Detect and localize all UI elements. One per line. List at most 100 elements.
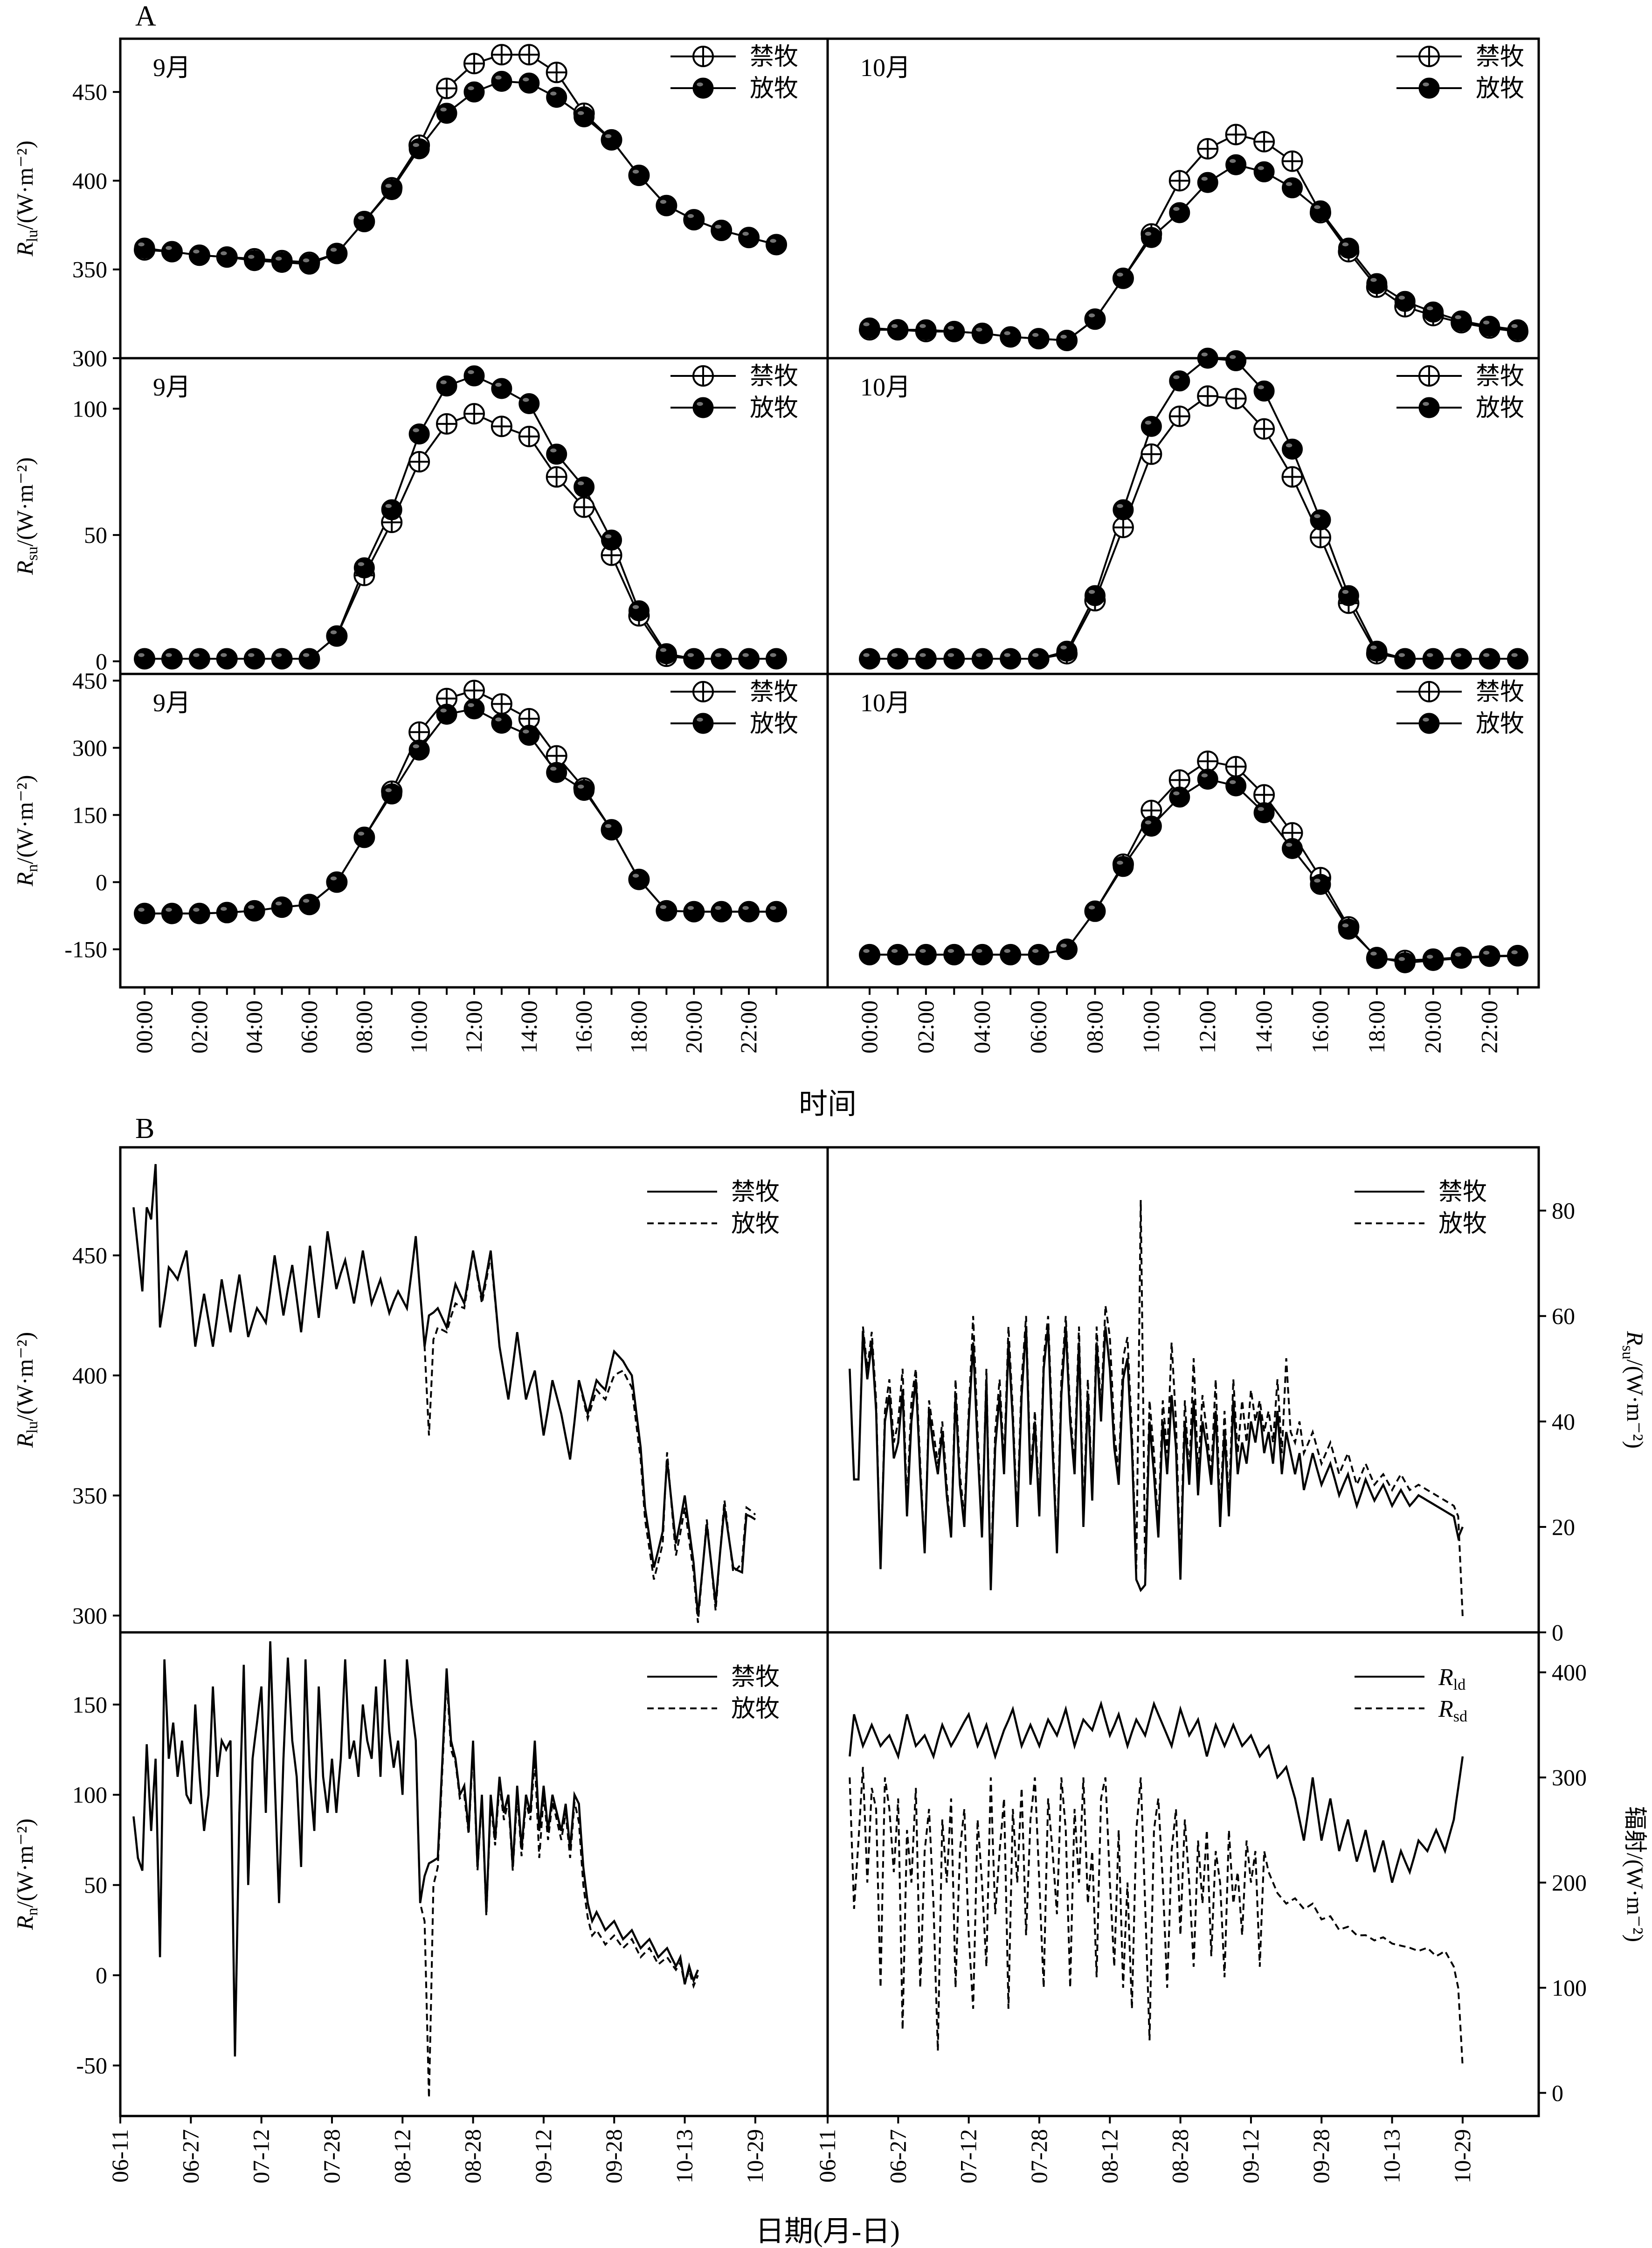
data-point-A-Rlu-Oct-1-6-highlight — [1032, 333, 1039, 337]
data-point-A-Rn-Sep-1-0 — [134, 903, 155, 924]
data-point-A-Rn-Sep-1-3 — [216, 902, 238, 923]
y-axis-label-B-radiation: 辐射/(W·m⁻²) — [1622, 1806, 1648, 1942]
data-point-A-Rn-Sep-1-22-highlight — [742, 906, 749, 910]
data-point-A-Rn-Sep-1-15 — [546, 762, 567, 783]
data-point-A-Rn-Oct-1-20-highlight — [1427, 955, 1433, 959]
data-point-A-Rn-Sep-1-22 — [738, 901, 760, 923]
series-line-B-radiation-0 — [849, 1700, 1464, 1883]
data-point-A-Rlu-Oct-1-10-highlight — [1145, 232, 1152, 236]
y-tick-label-A-Rn-Sep-4: 450 — [72, 667, 107, 694]
data-point-A-Rsu-Sep-1-7-highlight — [330, 630, 337, 634]
data-point-A-Rn-Sep-1-10-highlight — [413, 744, 419, 749]
data-point-A-Rsu-Sep-1-2-highlight — [193, 653, 200, 657]
data-point-A-Rsu-Sep-1-5 — [271, 648, 293, 670]
series-line-A-Rn-Oct-1 — [870, 778, 1518, 964]
data-point-A-Rsu-Oct-1-6-highlight — [1032, 653, 1039, 657]
data-point-A-Rn-Oct-1-13 — [1225, 775, 1247, 797]
legend-marker-A-Rsu-Sep-1-highlight — [697, 402, 703, 406]
legend-marker-A-Rsu-Oct-1 — [1418, 397, 1440, 418]
data-point-A-Rn-Oct-1-17 — [1338, 918, 1359, 940]
x-tick-label-A-Rn-Oct-0: 00:00 — [856, 1000, 882, 1054]
series-line-A-Rlu-Sep-1 — [144, 80, 777, 265]
data-point-A-Rsu-Oct-1-12 — [1197, 347, 1218, 369]
data-point-A-Rn-Oct-1-6 — [1028, 944, 1050, 965]
data-point-A-Rsu-Oct-1-13-highlight — [1230, 355, 1236, 359]
data-point-A-Rn-Sep-1-21 — [711, 901, 732, 923]
legend-label-A-Rsu-Sep-1: 放牧 — [750, 395, 798, 422]
data-point-A-Rn-Oct-1-15-highlight — [1286, 843, 1293, 847]
data-point-A-Rlu-Sep-1-10-highlight — [413, 143, 419, 147]
y-tick-label-A-Rn-Sep-1: 0 — [96, 869, 107, 895]
data-point-A-Rsu-Sep-1-5-highlight — [275, 653, 282, 657]
data-point-A-Rlu-Sep-1-22-highlight — [742, 232, 749, 236]
x-axis-title-A: 时间 — [799, 1089, 857, 1120]
data-point-A-Rn-Oct-1-0 — [859, 944, 880, 965]
data-point-A-Rlu-Oct-1-14 — [1253, 161, 1275, 182]
x-tick-label-A-Rn-Oct-16: 16:00 — [1307, 1000, 1333, 1054]
data-point-A-Rlu-Oct-1-7-highlight — [1060, 334, 1067, 339]
data-point-A-Rn-Sep-1-2-highlight — [193, 908, 200, 912]
x-tick-label-B-radiation-6: 09-12 — [1237, 2129, 1264, 2184]
data-point-A-Rlu-Sep-1-20 — [683, 209, 705, 230]
panel-frame-B-Rlu — [119, 1146, 829, 1634]
data-point-A-Rn-Oct-1-1 — [887, 944, 908, 965]
data-point-A-Rlu-Sep-1-15 — [546, 87, 567, 108]
series-line-B-Rsu-0 — [849, 1326, 1464, 1592]
data-point-A-Rn-Sep-1-6-highlight — [303, 899, 310, 903]
data-point-A-Rlu-Oct-1-7 — [1056, 330, 1078, 351]
data-point-A-Rlu-Oct-1-20 — [1423, 301, 1444, 323]
data-point-A-Rn-Oct-1-16-highlight — [1314, 879, 1320, 883]
data-point-A-Rlu-Oct-1-12 — [1197, 172, 1218, 193]
data-point-A-Rlu-Sep-1-23 — [766, 234, 787, 255]
data-point-A-Rn-Oct-1-18-highlight — [1370, 951, 1377, 956]
data-point-A-Rn-Oct-1-22-highlight — [1483, 951, 1490, 955]
x-tick-label-B-Rn-5: 08-28 — [460, 2129, 486, 2184]
data-point-A-Rlu-Oct-1-4-highlight — [976, 327, 982, 332]
data-point-A-Rn-Sep-1-8-highlight — [358, 832, 365, 836]
data-point-A-Rn-Oct-1-7-highlight — [1060, 944, 1067, 948]
data-point-A-Rlu-Oct-1-10 — [1141, 227, 1162, 248]
data-point-A-Rn-Sep-1-14 — [518, 725, 540, 746]
data-point-A-Rn-Oct-1-12 — [1197, 769, 1218, 790]
data-point-A-Rsu-Oct-1-3 — [943, 648, 965, 670]
data-point-A-Rsu-Oct-1-7-highlight — [1060, 645, 1067, 650]
data-point-A-Rn-Sep-1-8 — [353, 826, 375, 848]
data-point-A-Rn-Oct-1-16 — [1310, 874, 1331, 895]
data-point-A-Rsu-Oct-1-21-highlight — [1455, 653, 1461, 657]
legend-label-A-Rn-Oct-1: 放牧 — [1476, 711, 1524, 737]
y-tick-label-A-Rn-Sep-3: 300 — [72, 735, 107, 761]
x-tick-label-A-Rn-Oct-20: 20:00 — [1420, 1000, 1446, 1054]
data-point-A-Rsu-Sep-1-9-highlight — [385, 504, 392, 508]
data-point-A-Rn-Sep-1-12-highlight — [468, 703, 474, 708]
x-tick-label-B-radiation-5: 08-28 — [1167, 2129, 1193, 2184]
legend-marker-A-Rn-Oct-1 — [1418, 713, 1440, 734]
series-line-A-Rsu-Oct-0 — [870, 395, 1518, 660]
data-point-A-Rsu-Oct-1-6 — [1028, 648, 1050, 670]
x-tick-label-B-radiation-2: 07-12 — [955, 2129, 982, 2184]
panel-label-A: A — [135, 0, 156, 32]
data-point-A-Rn-Oct-1-2 — [915, 944, 937, 965]
month-label-A-Rn-Sep: 9月 — [153, 689, 191, 717]
data-point-A-Rn-Oct-1-14 — [1253, 802, 1275, 824]
x-tick-label-B-Rn-9: 10-29 — [742, 2129, 768, 2184]
y-axis-label-A-Rlu-Sep: Rlu/(W·m⁻²) — [12, 140, 41, 257]
data-point-A-Rsu-Oct-1-9-highlight — [1117, 504, 1123, 508]
y-tick-label-B-Rlu-3: 450 — [72, 1242, 107, 1269]
data-point-A-Rsu-Oct-1-23 — [1507, 648, 1528, 670]
data-point-A-Rlu-Oct-1-20-highlight — [1427, 306, 1433, 311]
legend-label-B-Rlu-0: 禁牧 — [731, 1179, 780, 1206]
data-point-A-Rlu-Sep-1-11-highlight — [440, 107, 447, 112]
data-point-A-Rlu-Oct-1-15 — [1282, 177, 1303, 199]
data-point-A-Rn-Sep-1-17-highlight — [605, 824, 612, 828]
data-point-A-Rn-Sep-1-4-highlight — [248, 905, 255, 909]
data-point-A-Rsu-Oct-1-1-highlight — [891, 653, 898, 657]
data-point-A-Rsu-Oct-1-21 — [1451, 648, 1472, 670]
y-axis-label-B-Rsu: Rsu/(W·m⁻²) — [1619, 1331, 1648, 1449]
data-point-A-Rlu-Oct-1-8-highlight — [1088, 313, 1095, 318]
legend-marker-A-Rsu-Sep-1 — [692, 397, 714, 418]
data-point-A-Rn-Sep-1-11 — [436, 703, 457, 725]
data-point-A-Rsu-Sep-1-21 — [711, 648, 732, 670]
y-tick-label-B-radiation-4: 400 — [1552, 1659, 1587, 1686]
data-point-A-Rlu-Sep-1-1 — [161, 241, 183, 263]
data-point-A-Rn-Sep-1-16-highlight — [577, 784, 584, 789]
